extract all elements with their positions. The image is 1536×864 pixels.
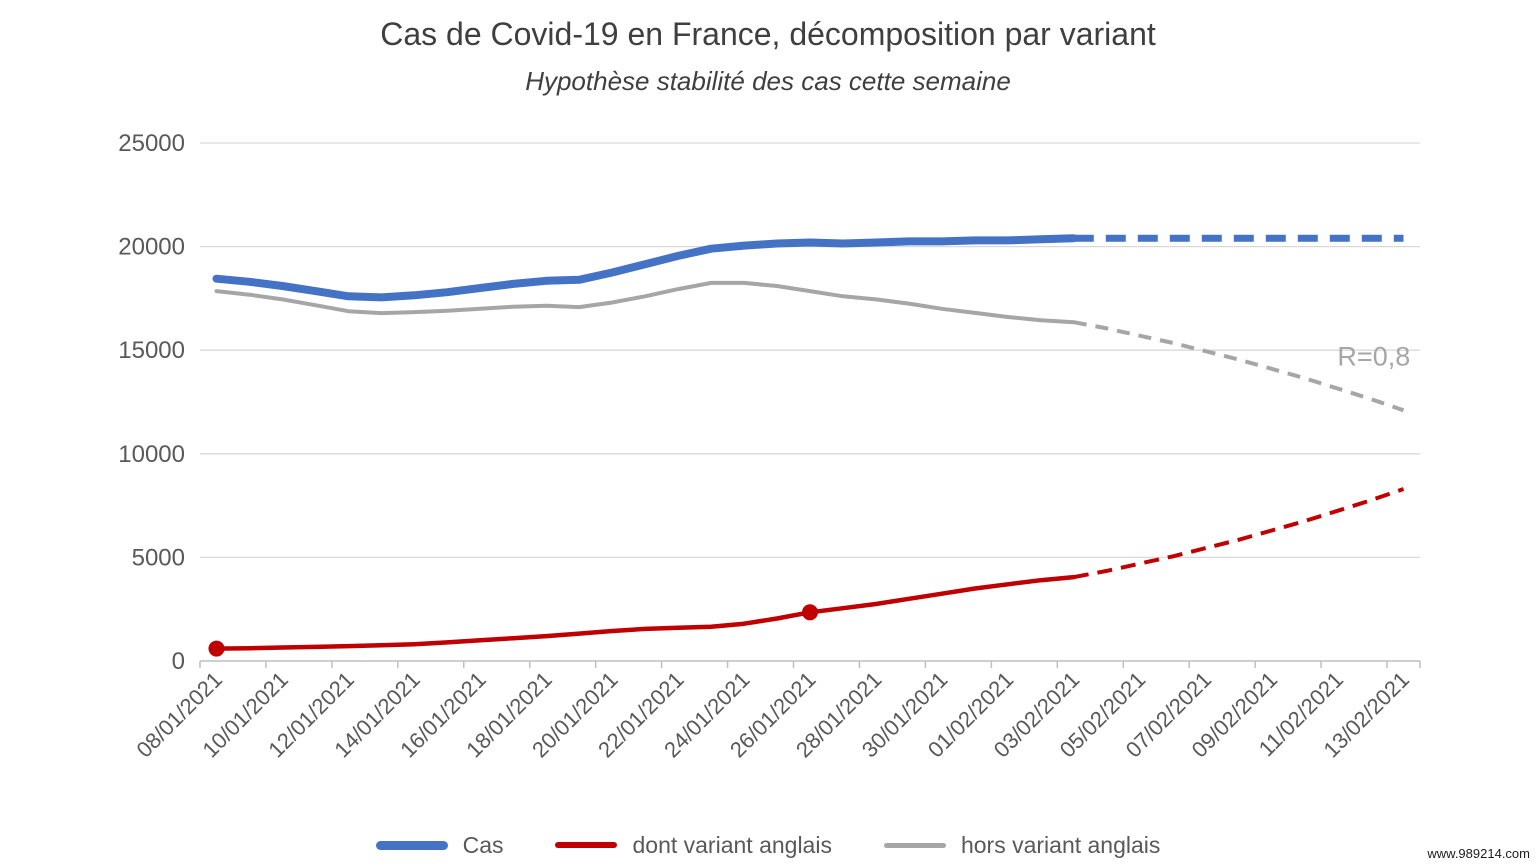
r-value-annotation: R=0,8 bbox=[1337, 341, 1410, 371]
chart-title: Cas de Covid-19 en France, décomposition… bbox=[380, 16, 1156, 52]
legend-label: hors variant anglais bbox=[960, 831, 1161, 858]
y-axis-tick-label: 20000 bbox=[118, 234, 185, 261]
y-axis-tick-label: 25000 bbox=[118, 130, 185, 157]
legend-swatch bbox=[883, 842, 946, 848]
series-line-solid-hors-variant-anglais bbox=[214, 280, 1076, 325]
data-point-marker bbox=[208, 640, 225, 657]
legend-swatch bbox=[375, 840, 448, 850]
series-line-forecast-hors-variant-anglais bbox=[1073, 320, 1405, 413]
legend-label: dont variant anglais bbox=[632, 831, 832, 858]
y-axis-tick-label: 5000 bbox=[132, 544, 185, 571]
legend-label: Cas bbox=[462, 831, 504, 858]
legend-item-hors-variant-anglais: hors variant anglais bbox=[883, 831, 1161, 859]
y-axis-tick-label: 0 bbox=[172, 648, 185, 675]
y-axis-tick-label: 15000 bbox=[118, 337, 185, 364]
data-point-marker bbox=[802, 604, 818, 621]
legend-swatch bbox=[555, 842, 618, 848]
legend-item-Cas: Cas bbox=[375, 831, 504, 859]
watermark: www.989214.com bbox=[1427, 846, 1530, 861]
chart-legend: Cas dont variant anglais hors variant angl… bbox=[0, 826, 1536, 864]
chart-subtitle: Hypothèse stabilité des cas cette semain… bbox=[525, 66, 1011, 96]
series-line-solid-dont-variant-anglais bbox=[214, 574, 1077, 651]
series-line-forecast-dont-variant-anglais bbox=[1073, 487, 1405, 580]
legend-item-dont-variant-anglais: dont variant anglais bbox=[555, 831, 832, 859]
y-axis-tick-label: 10000 bbox=[118, 441, 185, 468]
series-line-solid-Cas bbox=[212, 234, 1078, 302]
